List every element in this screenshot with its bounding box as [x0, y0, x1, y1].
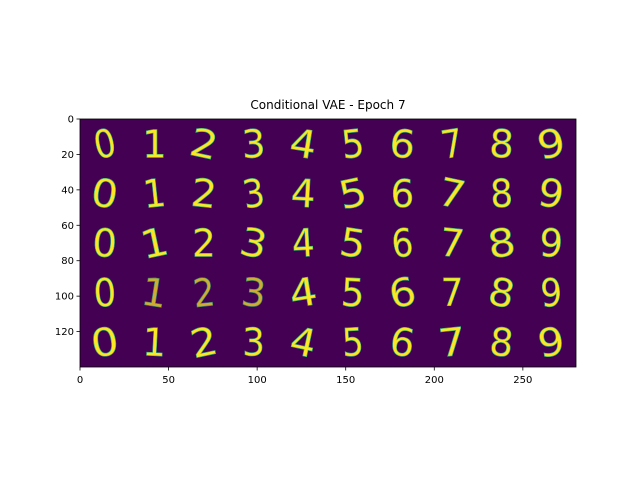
digit-glyph: 6 — [387, 319, 418, 367]
x-tick-label: 50 — [162, 375, 175, 386]
digit-glyph: 1 — [141, 169, 168, 217]
y-tick-label: 80 — [61, 256, 74, 267]
digit-glyph: 2 — [192, 221, 216, 266]
digit-glyph: 5 — [341, 319, 365, 366]
y-tick-label: 20 — [61, 150, 74, 161]
digit-sample-r0-c6: 6 — [387, 121, 418, 169]
digit-glyph: 0 — [92, 269, 117, 316]
digit-sample-r1-c4: 4 — [289, 171, 317, 218]
digit-sample-r3-c5: 5 — [340, 270, 367, 317]
digit-sample-r0-c8: 8 — [488, 121, 516, 168]
y-tick-label: 60 — [61, 221, 74, 232]
digit-sample-r0-c1: 1 — [142, 122, 167, 168]
digit-sample-r4-c5: 5 — [341, 319, 366, 366]
axes-frame — [79, 118, 577, 368]
digit-glyph: 1 — [138, 269, 170, 318]
digit-sample-r3-c0: 0 — [92, 269, 118, 316]
digit-sample-r2-c0: 0 — [91, 221, 119, 268]
digit-sample-r1-c6: 6 — [390, 171, 415, 216]
digit-sample-r3-c9: 9 — [539, 269, 564, 317]
digit-sample-r0-c4: 4 — [286, 121, 320, 169]
digit-glyph: 7 — [441, 270, 464, 316]
digit-sample-r2-c9: 9 — [538, 220, 565, 267]
digit-sample-r4-c1: 1 — [141, 319, 168, 366]
digit-sample-r0-c5: 5 — [339, 120, 367, 168]
digit-sample-r4-c9: 9 — [534, 319, 568, 367]
digit-glyph: 3 — [241, 121, 267, 167]
digit-glyph: 9 — [535, 319, 568, 367]
digit-sample-r1-c8: 8 — [489, 170, 515, 217]
chart-title: Conditional VAE - Epoch 7 — [250, 98, 405, 112]
digit-glyph: 1 — [141, 319, 167, 365]
digit-glyph: 8 — [487, 319, 515, 366]
digit-sample-r3-c4: 4 — [286, 268, 321, 318]
plot-area: 0 1 2 3 4 5 6 7 8 90 1 2 3 4 5 6 7 8 90 1 2 3 4 5 6 7 8 90 1 2 3 4 5 6 7 8 9… — [79, 118, 577, 368]
digit-glyph: 9 — [538, 220, 564, 266]
y-tick-label: 100 — [55, 292, 74, 303]
digit-glyph: 6 — [387, 121, 417, 169]
digit-sample-r2-c2: 2 — [192, 221, 216, 266]
digit-glyph: 7 — [436, 319, 468, 367]
x-tick-label: 150 — [336, 375, 355, 386]
digit-glyph: 3 — [242, 319, 265, 365]
digit-glyph: 0 — [91, 221, 118, 267]
digit-glyph: 6 — [389, 219, 415, 267]
digit-glyph: 9 — [539, 270, 563, 317]
image-background — [80, 119, 576, 367]
digit-sample-r1-c1: 1 — [140, 169, 168, 217]
digit-glyph: 8 — [488, 122, 515, 168]
digit-sample-r2-c7: 7 — [437, 220, 467, 268]
digit-sample-r3-c1: 1 — [138, 269, 171, 318]
digit-glyph: 8 — [489, 170, 514, 217]
digit-sample-r4-c6: 6 — [386, 319, 418, 368]
x-tick-label: 200 — [425, 375, 444, 386]
digit-sample-r4-c3: 3 — [242, 319, 265, 365]
y-tick-label: 0 — [68, 115, 74, 126]
digit-sample-r2-c6: 6 — [389, 219, 416, 267]
digit-sample-r2-c4: 4 — [290, 219, 316, 267]
digit-glyph: 4 — [286, 121, 319, 169]
x-axis: 0 50 100 150 200 250 — [77, 367, 532, 386]
digit-glyph: 2 — [191, 269, 217, 317]
digit-glyph: 2 — [189, 170, 219, 218]
digit-sample-r0-c3: 3 — [240, 121, 267, 168]
digit-sample-r4-c8: 8 — [487, 319, 516, 367]
digit-glyph: 5 — [340, 270, 366, 316]
digit-glyph: 4 — [291, 220, 316, 267]
x-tick-label: 0 — [77, 375, 83, 386]
digit-glyph: 1 — [142, 122, 167, 167]
digit-glyph: 3 — [239, 270, 268, 317]
digit-glyph: 4 — [290, 171, 317, 217]
digit-glyph: 7 — [437, 220, 466, 267]
y-axis: 0 20 40 60 80 100 120 — [55, 115, 80, 338]
x-tick-label: 100 — [248, 375, 267, 386]
y-tick-label: 40 — [61, 185, 74, 196]
digit-sample-r4-c7: 7 — [436, 318, 469, 367]
y-tick-label: 120 — [55, 327, 74, 338]
digit-sample-r3-c2: 2 — [191, 269, 218, 317]
digit-glyph: 6 — [391, 171, 415, 216]
digit-sample-r3-c3: 3 — [239, 270, 269, 318]
digit-sample-r3-c7: 7 — [440, 269, 464, 316]
digit-glyph: 5 — [339, 120, 366, 168]
digit-glyph: 4 — [286, 268, 320, 317]
x-tick-label: 250 — [513, 375, 532, 386]
digit-sample-r1-c2: 2 — [189, 170, 220, 218]
